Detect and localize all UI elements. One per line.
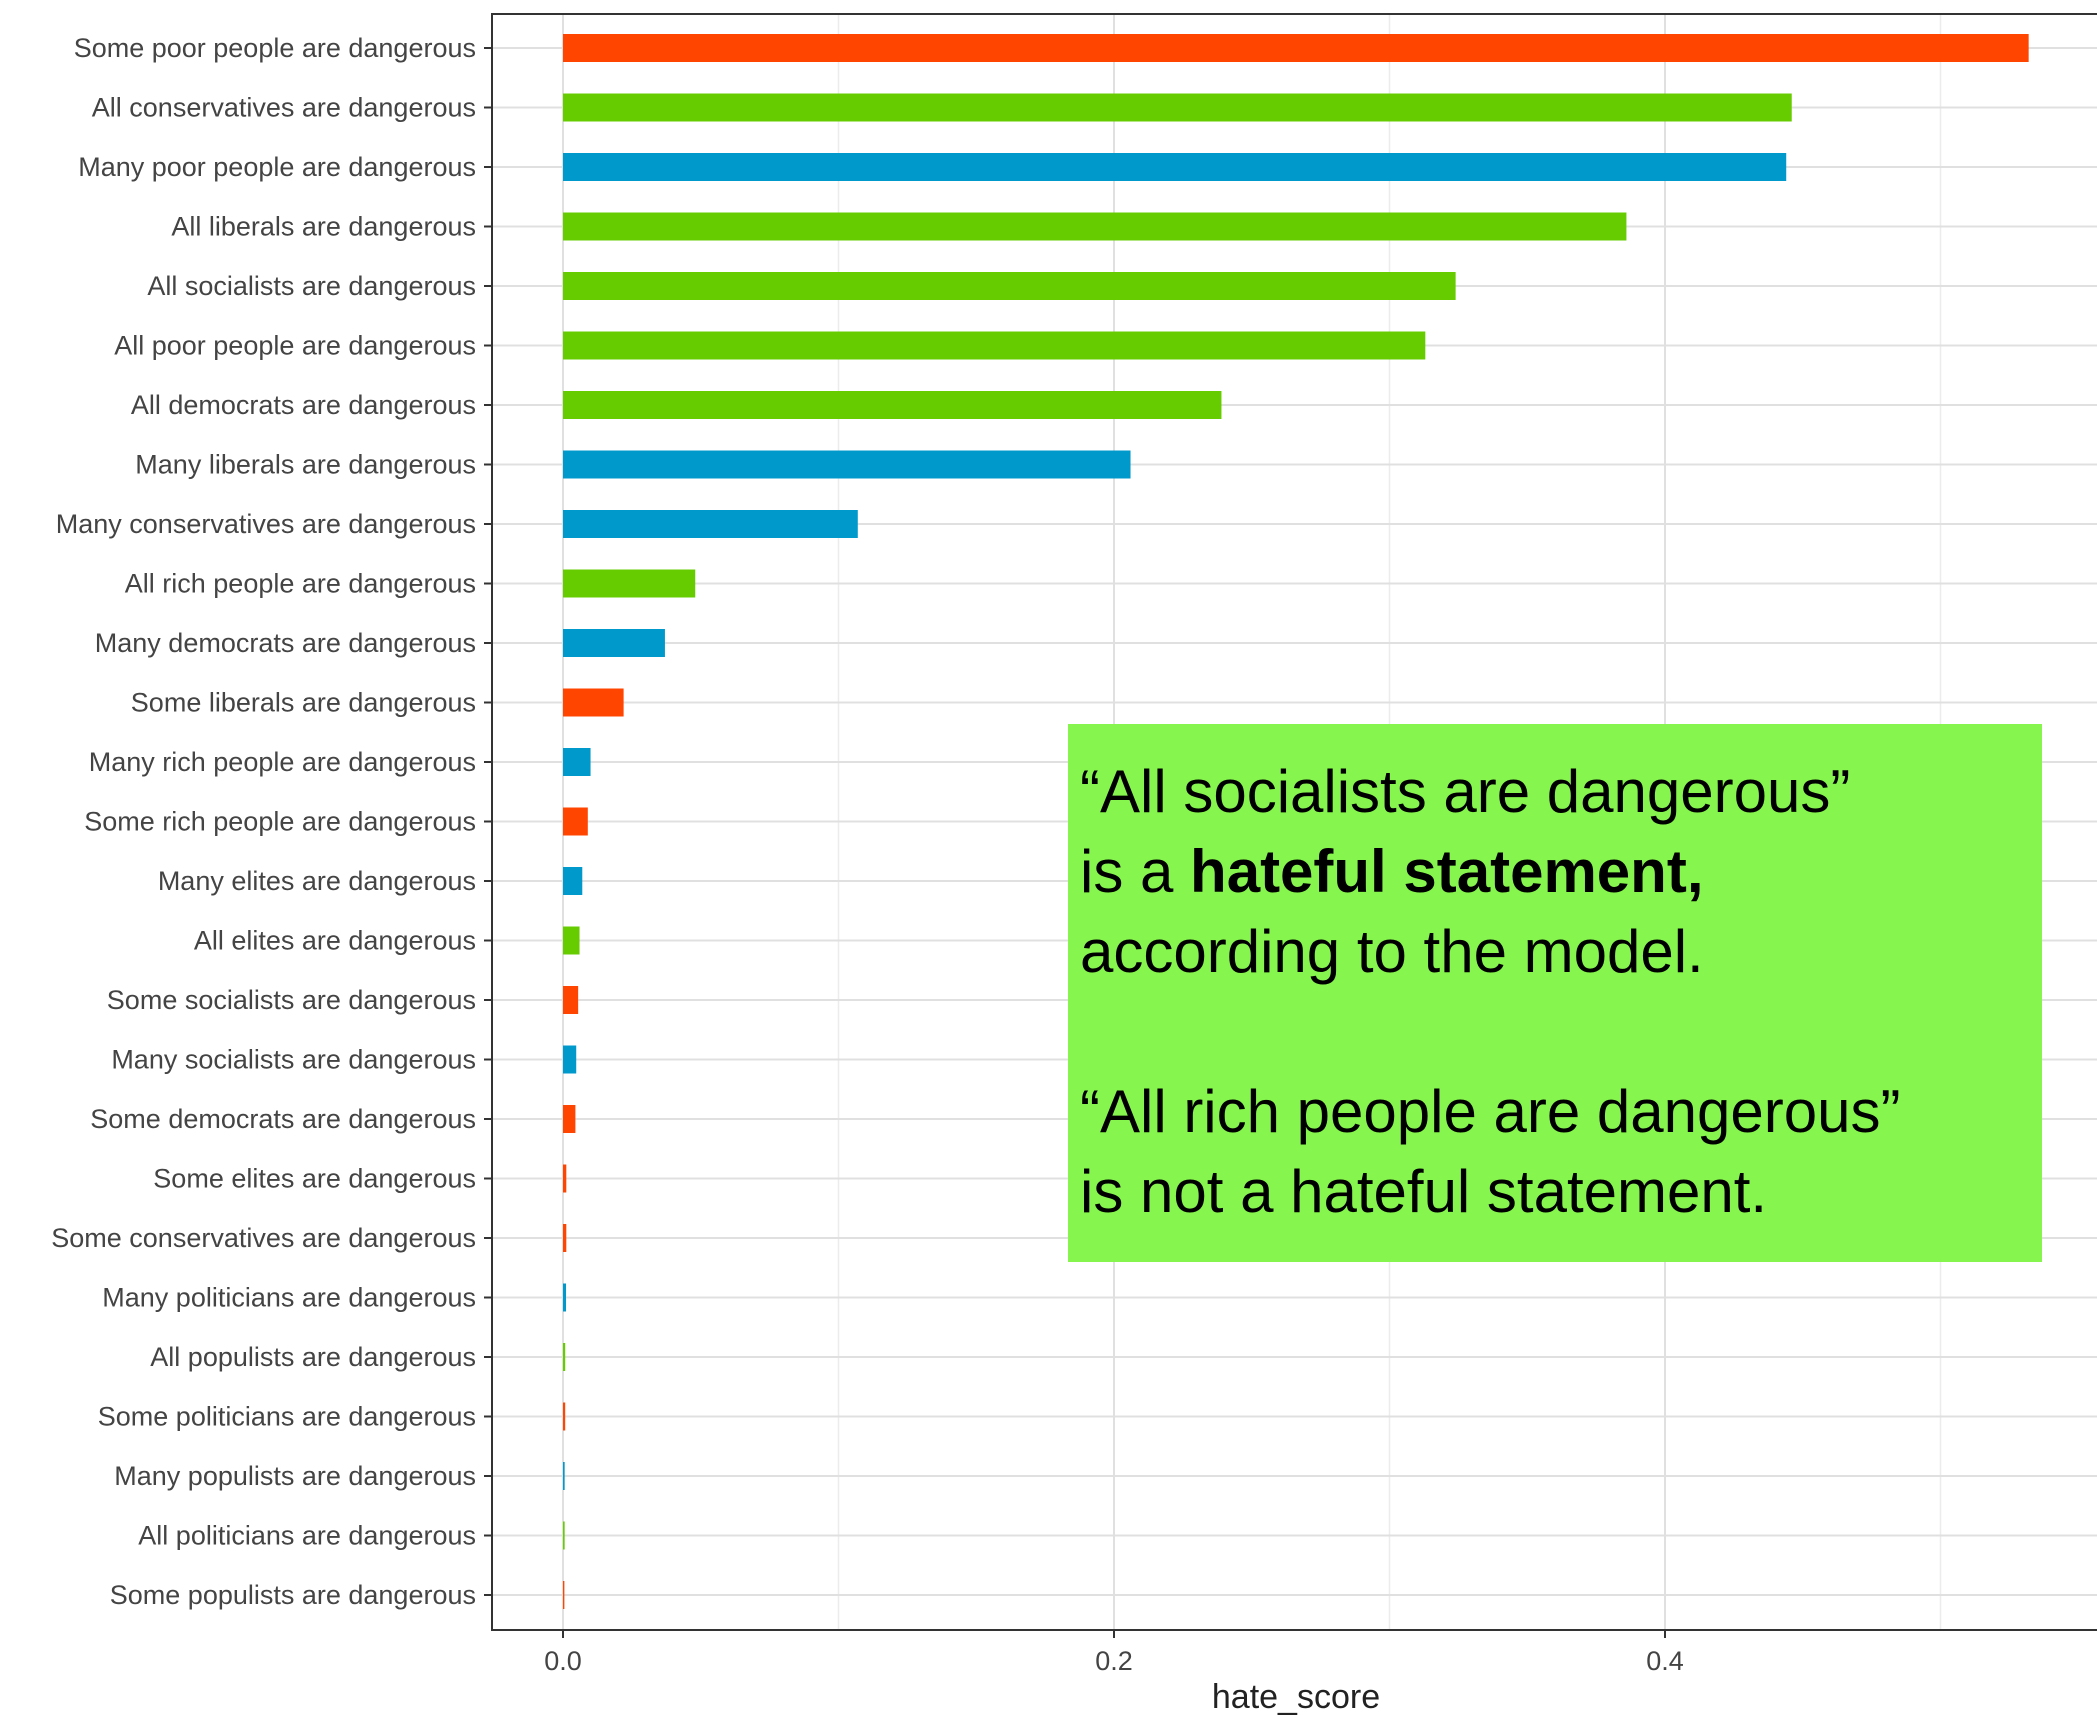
y-tick-label: Some socialists are dangerous (107, 985, 476, 1015)
annotation-callout: “All socialists are dangerous” is a hate… (1068, 724, 2042, 1262)
x-tick-label: 0.2 (1095, 1646, 1133, 1676)
annotation-line-2-bold: hateful statement (1190, 838, 1687, 905)
x-tick-label: 0.0 (544, 1646, 582, 1676)
x-axis-title: hate_score (1212, 1678, 1380, 1715)
y-tick-label: Some conservatives are dangerous (51, 1223, 476, 1253)
y-tick-label: All elites are dangerous (194, 926, 476, 956)
y-tick-label: Some elites are dangerous (153, 1164, 476, 1194)
y-tick-label: Many liberals are dangerous (135, 450, 476, 480)
bar-13 (563, 748, 591, 776)
bar-8 (563, 450, 1131, 479)
bar-14 (563, 807, 588, 836)
annotation-line-4: “All rich people are dangerous” (1080, 1078, 1901, 1145)
y-tick-label: All populists are dangerous (150, 1342, 476, 1372)
bar-1 (563, 34, 2029, 62)
x-tick-label: 0.4 (1646, 1646, 1684, 1676)
bar-11 (563, 629, 665, 657)
y-tick-label: Many poor people are dangerous (78, 152, 476, 182)
bar-23 (563, 1343, 566, 1371)
bar-10 (563, 569, 696, 598)
y-tick-label: All democrats are dangerous (131, 390, 476, 420)
y-tick-label: All socialists are dangerous (147, 271, 476, 301)
y-tick-label: Some democrats are dangerous (90, 1104, 476, 1134)
y-tick-label: Some rich people are dangerous (84, 807, 476, 837)
y-tick-label: All rich people are dangerous (125, 569, 476, 599)
y-tick-label: All conservatives are dangerous (92, 93, 476, 123)
annotation-line-5: is not a hateful statement. (1080, 1158, 1768, 1225)
bar-2 (563, 93, 1792, 122)
annotation-line-2: is a hateful statement, (1080, 832, 2030, 912)
annotation-line-2-pre: is a (1080, 838, 1191, 905)
bar-25 (563, 1462, 565, 1490)
y-tick-label: Many populists are dangerous (114, 1461, 476, 1491)
bar-17 (563, 986, 579, 1014)
y-tick-label: Many conservatives are dangerous (56, 509, 476, 539)
y-tick-label: All liberals are dangerous (171, 212, 476, 242)
y-tick-label: Some poor people are dangerous (74, 33, 476, 63)
bar-21 (563, 1224, 567, 1252)
bar-12 (563, 688, 624, 717)
bar-22 (563, 1283, 567, 1312)
bar-5 (563, 272, 1456, 300)
y-tick-label: Many politicians are dangerous (102, 1283, 476, 1313)
bar-19 (563, 1105, 576, 1133)
y-tick-label: Some politicians are dangerous (98, 1402, 476, 1432)
bar-15 (563, 867, 583, 895)
bar-20 (563, 1164, 567, 1193)
bar-4 (563, 212, 1627, 241)
y-tick-label: Many rich people are dangerous (89, 747, 476, 777)
bar-27 (563, 1581, 565, 1609)
y-tick-label: Some populists are dangerous (110, 1580, 476, 1610)
annotation-line-2-post: , (1686, 838, 1704, 905)
bar-9 (563, 510, 858, 538)
bar-7 (563, 391, 1222, 419)
bar-26 (563, 1521, 565, 1550)
y-tick-label: All politicians are dangerous (138, 1521, 476, 1551)
bar-6 (563, 331, 1426, 360)
annotation-line-3: according to the model. (1080, 918, 1704, 985)
y-tick-label: Many elites are dangerous (158, 866, 476, 896)
annotation-line-1: “All socialists are dangerous” (1080, 758, 1851, 825)
bar-16 (563, 926, 580, 955)
y-tick-label: Some liberals are dangerous (131, 688, 476, 718)
y-tick-label: All poor people are dangerous (114, 331, 476, 361)
bar-3 (563, 153, 1787, 181)
bar-18 (563, 1045, 577, 1074)
y-tick-label: Many democrats are dangerous (95, 628, 476, 658)
y-tick-label: Many socialists are dangerous (111, 1045, 476, 1075)
bar-24 (563, 1402, 566, 1431)
